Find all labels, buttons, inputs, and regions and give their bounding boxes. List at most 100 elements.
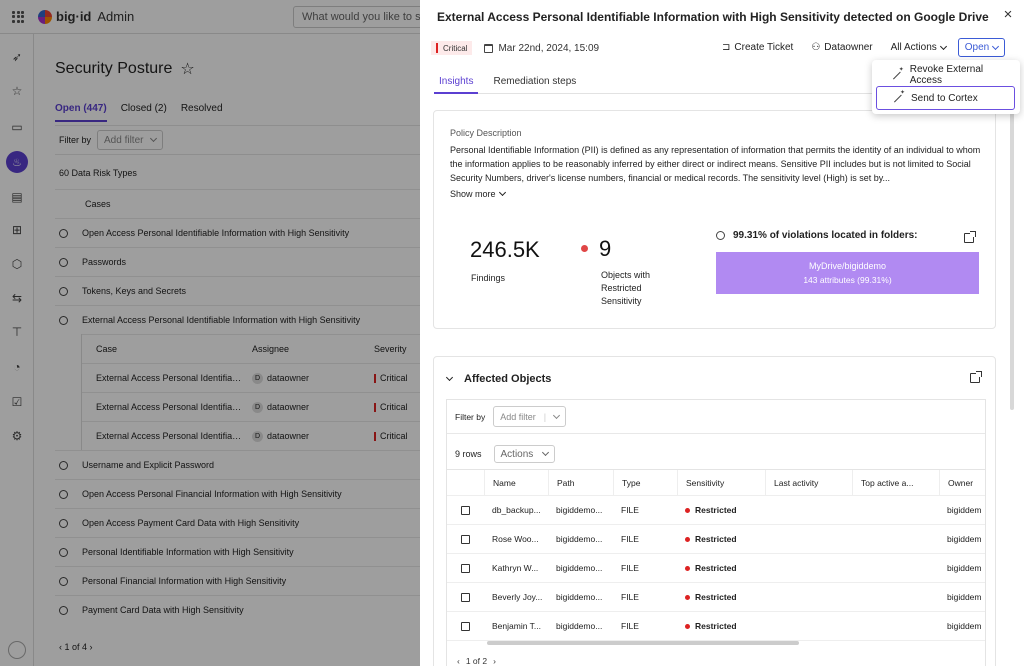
top-active-cell	[852, 554, 939, 582]
list-item[interactable]: Payment Card Data with High Sensitivity	[55, 595, 435, 624]
row-checkbox-cell	[447, 496, 484, 524]
add-filter-button[interactable]: Add filter |	[493, 406, 567, 427]
expand-icon[interactable]	[59, 286, 68, 296]
modal-backdrop[interactable]	[0, 0, 420, 666]
all-actions-button[interactable]: All Actions	[891, 42, 947, 53]
chart-icon[interactable]: ▭	[11, 120, 23, 134]
transfer-icon[interactable]: ⇆	[11, 291, 23, 305]
table-row[interactable]: External Access Personal Identifiabl... …	[82, 421, 435, 450]
policy-text: Personal Identifiable Information (PII) …	[450, 145, 981, 183]
sensitivity-text: Restricted	[695, 534, 737, 544]
external-link-icon[interactable]	[970, 371, 982, 383]
list-item[interactable]: Open Access Personal Identifiable Inform…	[55, 218, 435, 247]
list-item[interactable]: Personal Identifiable Information with H…	[55, 537, 435, 566]
add-filter-button[interactable]: Add filter	[97, 130, 164, 150]
brand-name: big·id	[56, 9, 92, 24]
tab-closed[interactable]: Closed (2)	[120, 103, 167, 114]
list-item[interactable]: Personal Financial Information with High…	[55, 566, 435, 595]
apps-grid-icon[interactable]	[12, 10, 24, 23]
expand-icon[interactable]	[59, 518, 68, 528]
list-item[interactable]: External Access Personal Identifiable In…	[55, 305, 435, 334]
expand-icon[interactable]	[59, 460, 68, 470]
menu-item-send-to-cortex[interactable]: Send to Cortex	[876, 86, 1015, 110]
col-type[interactable]: Type	[613, 470, 677, 495]
restricted-dot	[685, 507, 690, 513]
tab-open[interactable]: Open (447)	[55, 103, 107, 122]
assignee-name: dataowner	[267, 373, 310, 383]
drawer-scrollbar[interactable]	[1010, 110, 1014, 410]
hierarchy-icon[interactable]: ⊤	[11, 325, 23, 339]
last-activity-cell	[765, 554, 852, 582]
expand-icon[interactable]	[59, 576, 68, 586]
tab-remediation-steps[interactable]: Remediation steps	[493, 76, 577, 87]
policy-label: Policy Description	[450, 128, 522, 138]
expand-icon[interactable]	[59, 228, 68, 238]
list-item[interactable]: Tokens, Keys and Secrets	[55, 276, 435, 305]
list-item[interactable]: Open Access Payment Card Data with High …	[55, 508, 435, 537]
star-icon[interactable]: ☆	[11, 84, 23, 98]
cube-icon[interactable]: ⬡	[11, 257, 23, 271]
rocket-icon[interactable]: ➶	[11, 50, 23, 64]
left-nav-rail: ➶ ☆ ▭ ♨ ▤ ⊞ ⬡ ⇆ ⊤ ◔ ☑ ⚙	[0, 34, 34, 666]
folder-bar[interactable]: MyDrive/bigiddemo 143 attributes (99.31%…	[716, 252, 979, 294]
actions-dropdown[interactable]: Actions	[493, 445, 556, 463]
tab-insights[interactable]: Insights	[434, 70, 479, 94]
last-activity-cell	[765, 525, 852, 553]
expand-icon[interactable]	[59, 257, 68, 267]
chevron-down-icon[interactable]	[445, 373, 454, 382]
show-more-button[interactable]: Show more	[450, 188, 506, 199]
list-item[interactable]: Passwords	[55, 247, 435, 276]
close-icon[interactable]: ×	[1003, 6, 1013, 23]
tab-resolved[interactable]: Resolved	[180, 103, 223, 114]
security-posture-icon[interactable]: ♨	[6, 151, 28, 173]
table-row[interactable]: db_backup... bigiddemo... FILE Restricte…	[447, 496, 985, 525]
owner-button[interactable]: ⚇ Dataowner	[811, 42, 872, 53]
favorite-star-icon[interactable]: ☆	[180, 61, 195, 78]
col-path[interactable]: Path	[548, 470, 613, 495]
col-last-activity[interactable]: Last activity	[765, 470, 852, 495]
table-horizontal-scrollbar[interactable]	[487, 641, 799, 645]
table-row[interactable]: Rose Woo... bigiddemo... FILE Restricted…	[447, 525, 985, 554]
table-row[interactable]: Kathryn W... bigiddemo... FILE Restricte…	[447, 554, 985, 583]
case-meta: Critical Mar 22nd, 2024, 15:09	[431, 41, 599, 55]
cases-pager[interactable]: ‹ 1 of 4 ›	[59, 642, 93, 652]
tasks-icon[interactable]: ☑	[11, 395, 23, 409]
menu-item-revoke-external-access[interactable]: Revoke External Access	[876, 63, 1015, 87]
table-row[interactable]: External Access Personal Identifiabl... …	[82, 392, 435, 421]
row-checkbox[interactable]	[461, 592, 470, 602]
collapse-icon[interactable]	[59, 315, 68, 325]
restricted-dot	[685, 594, 690, 600]
page-title: Security Posture ☆	[55, 59, 195, 79]
create-ticket-button[interactable]: ⊐ Create Ticket	[722, 42, 793, 53]
col-name[interactable]: Name	[484, 470, 548, 495]
list-item[interactable]: Open Access Personal Financial Informati…	[55, 479, 435, 508]
privacy-icon[interactable]: ◔	[13, 360, 21, 374]
row-checkbox[interactable]	[461, 563, 470, 573]
table-row[interactable]: Beverly Joy... bigiddemo... FILE Restric…	[447, 583, 985, 612]
list-item[interactable]: Username and Explicit Password	[55, 450, 435, 479]
col-sensitivity[interactable]: Sensitivity	[677, 470, 765, 495]
edit-icon[interactable]	[8, 641, 26, 659]
prev-page-icon[interactable]: ‹	[457, 656, 460, 666]
col-top-active[interactable]: Top active a...	[852, 470, 939, 495]
objects-pager[interactable]: ‹ 1 of 2 ›	[457, 656, 496, 666]
logo[interactable]: big·id Admin	[38, 9, 134, 24]
affected-objects-header[interactable]: Affected Objects	[445, 373, 551, 385]
external-link-icon[interactable]	[964, 231, 976, 243]
status-open-button[interactable]: Open	[957, 38, 1006, 57]
expand-icon[interactable]	[59, 547, 68, 557]
settings-icon[interactable]: ⚙	[11, 429, 23, 443]
date-text: Mar 22nd, 2024, 15:09	[498, 42, 600, 54]
row-checkbox[interactable]	[461, 621, 470, 631]
next-page-icon[interactable]: ›	[493, 656, 496, 666]
expand-icon[interactable]	[59, 489, 68, 499]
col-owner[interactable]: Owner	[939, 470, 985, 495]
table-row[interactable]: External Access Personal Identifiabl... …	[82, 363, 435, 392]
table-row[interactable]: Benjamin T... bigiddemo... FILE Restrict…	[447, 612, 985, 641]
expand-icon[interactable]	[59, 605, 68, 615]
row-checkbox[interactable]	[461, 534, 470, 544]
sensitivity-cell: Restricted	[677, 525, 765, 553]
catalog-icon[interactable]: ▤	[11, 190, 23, 204]
row-checkbox[interactable]	[461, 505, 470, 515]
scan-icon[interactable]: ⊞	[11, 223, 23, 237]
